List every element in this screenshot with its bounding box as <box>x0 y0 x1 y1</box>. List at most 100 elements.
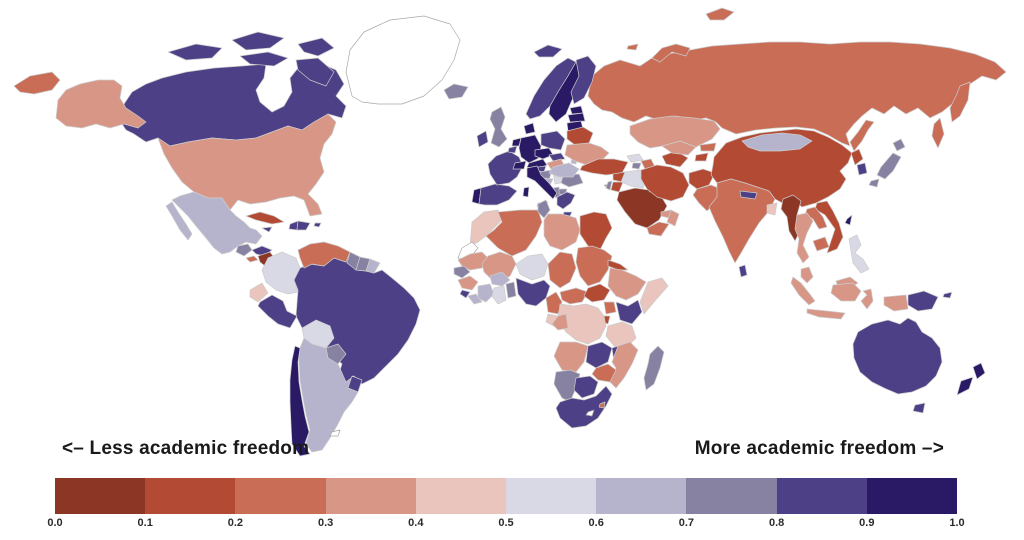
country-afghanistan <box>688 168 716 190</box>
country-zimbabwe <box>591 363 617 383</box>
country-venezuela <box>297 241 351 269</box>
colorbar-tick-0.2: 0.2 <box>227 517 244 529</box>
country-zambia <box>585 341 613 369</box>
country-south-korea <box>856 162 868 176</box>
colorbar-segment-1 <box>145 478 236 514</box>
country-namibia <box>553 369 581 403</box>
country-russia-severnaya <box>705 7 735 21</box>
country-india <box>708 178 776 264</box>
country-kenya <box>615 299 643 325</box>
country-belgium <box>507 145 518 154</box>
country-greenland <box>345 15 461 105</box>
country-russia-primorsky <box>849 119 875 152</box>
country-ireland <box>476 130 489 148</box>
country-oman <box>666 209 680 227</box>
colorbar-segment-7 <box>686 478 777 514</box>
country-russia-chukotka <box>13 71 61 95</box>
country-canada-island-2 <box>231 31 285 51</box>
colorbar-tick-0.3: 0.3 <box>317 517 334 529</box>
world-map <box>13 7 1007 457</box>
country-tunisia <box>537 199 551 219</box>
country-greece <box>556 191 576 210</box>
colorbar-segment-5 <box>506 478 597 514</box>
country-canada-baffin <box>295 57 335 87</box>
country-guatemala <box>235 243 253 257</box>
country-mongolia <box>741 132 813 152</box>
country-latvia <box>567 112 586 123</box>
country-finland <box>570 55 597 105</box>
colorbar-tick-0.4: 0.4 <box>408 517 424 529</box>
colorbar-segment-9 <box>866 478 958 514</box>
country-mexico-baja <box>165 201 193 241</box>
country-australia-tasmania <box>912 402 926 414</box>
country-malaysia <box>800 266 814 284</box>
country-russia-kamchatka <box>949 81 971 123</box>
country-kyrgyzstan <box>699 142 717 152</box>
colorbar-tick-0.8: 0.8 <box>768 517 785 529</box>
country-thailand <box>794 212 814 264</box>
country-australia <box>852 317 943 395</box>
country-switzerland <box>512 160 527 170</box>
country-lesotho <box>585 409 595 417</box>
country-central-african-republic <box>559 287 589 305</box>
country-angola <box>553 341 589 373</box>
country-italy-sardinia <box>522 186 530 198</box>
country-algeria <box>485 209 543 257</box>
country-nigeria <box>515 277 551 307</box>
country-eritrea <box>607 259 629 271</box>
country-canada-island-3 <box>239 51 289 67</box>
country-new-zealand-north <box>972 362 986 380</box>
colorbar-segment-6 <box>596 478 687 514</box>
country-canada-island-1 <box>167 43 223 61</box>
country-chad <box>547 251 577 289</box>
country-liberia <box>467 293 483 305</box>
country-falkland-islands <box>329 429 341 437</box>
legend-label-less-academic-freedom: <– Less academic freedom <box>62 438 310 459</box>
country-ethiopia <box>607 267 647 301</box>
country-sudan <box>575 245 613 287</box>
country-jamaica <box>261 226 273 233</box>
country-burkina-faso <box>489 271 511 287</box>
country-bangladesh <box>766 202 778 216</box>
country-uruguay <box>347 375 363 393</box>
colorbar-tick-0.5: 0.5 <box>498 517 514 529</box>
country-taiwan <box>844 214 853 226</box>
country-spain <box>478 183 518 206</box>
country-cuba <box>245 211 285 225</box>
country-saudi-arabia <box>616 187 668 229</box>
country-new-zealand-south <box>956 376 974 396</box>
colorbar-segment-4 <box>415 478 507 514</box>
country-french-guiana <box>365 258 381 274</box>
country-mozambique <box>609 341 639 389</box>
country-uganda <box>603 301 617 315</box>
country-botswana <box>573 375 599 399</box>
country-belarus <box>566 126 594 146</box>
country-canada-island-4 <box>297 37 335 57</box>
colorbar-tick-0.6: 0.6 <box>588 517 604 529</box>
country-nepal <box>739 190 758 200</box>
country-el-salvador <box>245 255 259 263</box>
country-romania <box>548 162 580 178</box>
colorbar <box>55 478 958 514</box>
country-indonesia-papua <box>883 294 909 312</box>
colorbar-tick-0.7: 0.7 <box>678 517 695 529</box>
country-png-islands <box>942 291 953 299</box>
country-kazakhstan <box>629 115 721 149</box>
country-north-korea <box>850 148 864 166</box>
country-peru <box>257 294 298 329</box>
country-haiti <box>288 220 299 231</box>
country-czechia <box>534 147 554 160</box>
country-indonesia-sulawesi <box>860 288 874 310</box>
country-egypt <box>579 211 613 251</box>
country-armenia <box>631 162 642 170</box>
country-usa-alaska <box>55 79 147 129</box>
country-sierra-leone <box>459 289 471 299</box>
country-republic-of-congo <box>551 313 569 331</box>
country-united-kingdom <box>489 106 508 148</box>
country-drc <box>557 303 607 345</box>
country-senegal <box>453 265 471 279</box>
country-ecuador <box>249 282 269 303</box>
country-philippines <box>848 234 870 274</box>
country-madagascar <box>643 345 665 391</box>
colorbar-tick-1.0: 1.0 <box>949 517 965 529</box>
